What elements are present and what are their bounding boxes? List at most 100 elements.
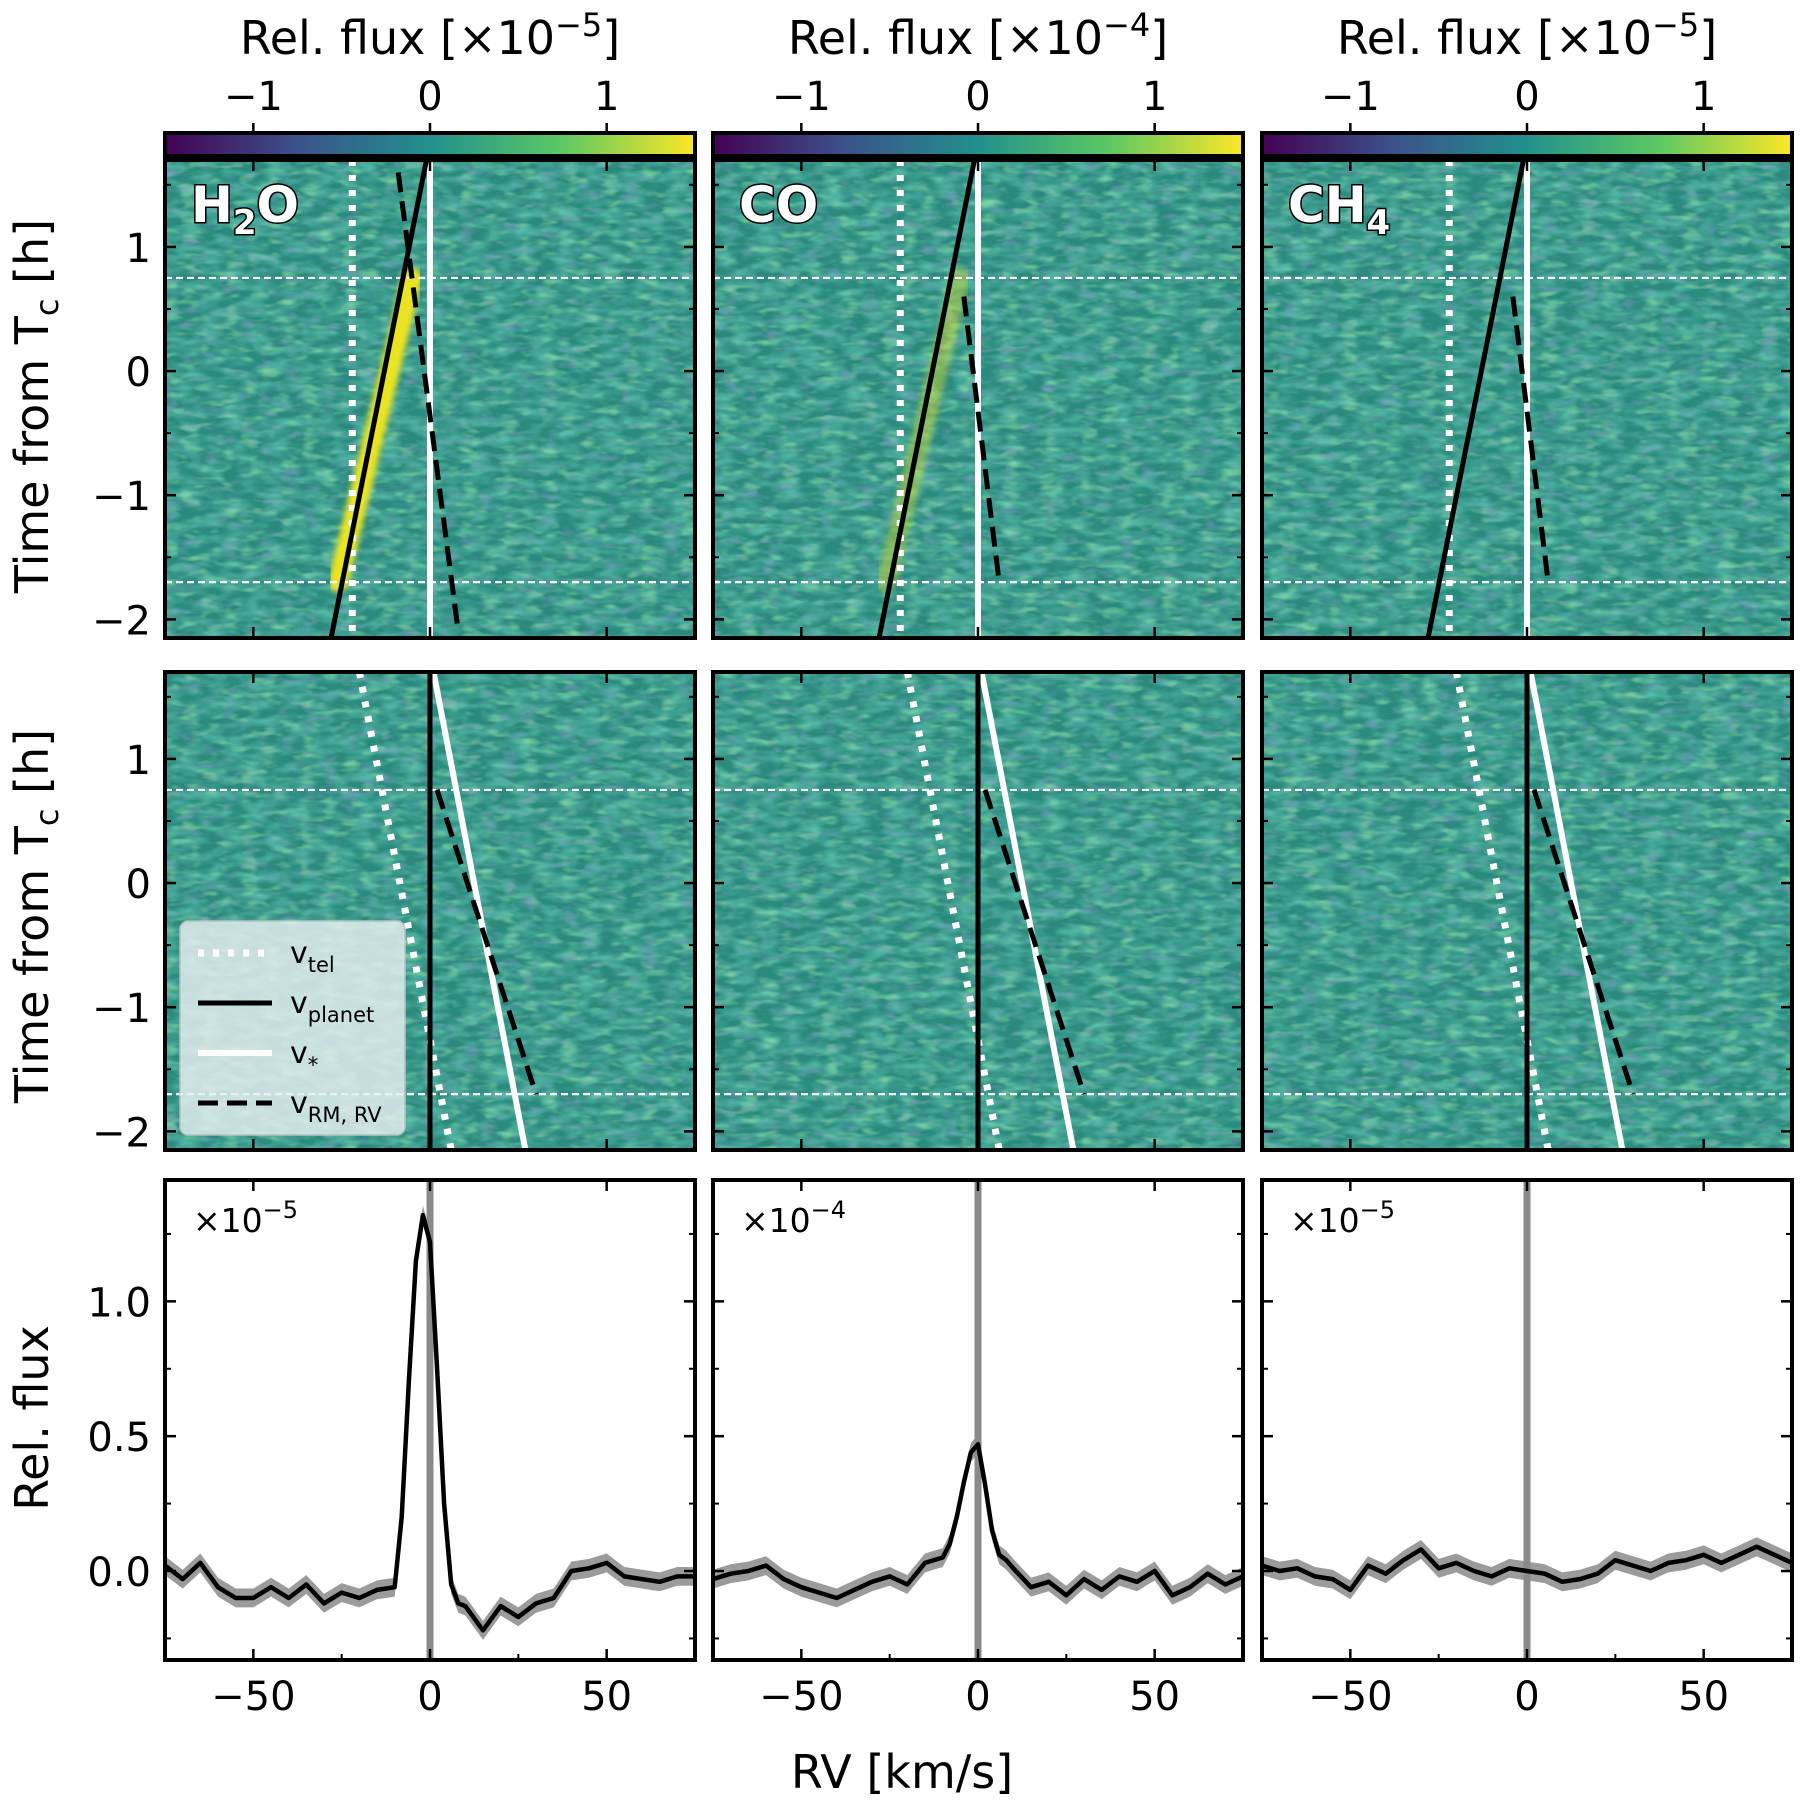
colorbar-tick-label: −1 [224, 74, 283, 120]
scale-label-main: ×10 [741, 1201, 811, 1240]
scale-label-exponent: −4 [811, 1196, 846, 1224]
colorbar-title-exponent: −5 [1652, 6, 1699, 44]
flux-axis-label: Rel. flux [5, 1325, 59, 1511]
colorbar-title: Rel. flux [×10−5] [1337, 6, 1717, 65]
time-label-main: Time from T [5, 315, 59, 594]
x-tick-label: −50 [759, 1674, 843, 1720]
colorbar-tick-label: −1 [1321, 74, 1380, 120]
colorbar-co: −1 0 1 [711, 74, 1245, 158]
flux-line [713, 1442, 1243, 1601]
species-label-main: CH [1288, 176, 1367, 234]
v-rm-rv-line [961, 296, 1002, 583]
legend-label-sub: planet [308, 1003, 375, 1027]
time-axis-label-top: Time from Tc [h] [5, 219, 66, 594]
panel-plot-area [1262, 1180, 1792, 1660]
colorbar-title-close: ] [602, 11, 620, 65]
colorbar-tick-label: 0 [965, 74, 990, 120]
x-tick-label: 0 [1514, 1674, 1539, 1720]
scale-label: ×10−4 [741, 1196, 846, 1240]
x-tick-label: 0 [417, 1674, 442, 1720]
scale-label: ×10−5 [1290, 1196, 1395, 1240]
legend-label-main: v [290, 1086, 308, 1121]
colorbar-title-close: ] [1150, 11, 1168, 65]
scale-label-main: ×10 [193, 1201, 263, 1240]
y-tick-label: 1 [126, 226, 151, 272]
colorbar-title-close: ] [1699, 11, 1717, 65]
colorbar-tick-label: −1 [772, 74, 831, 120]
colorbar-h2o: −1 0 1 [163, 74, 697, 158]
colorbar-tick-label: 0 [1514, 74, 1539, 120]
v-rm-rv-line [1531, 789, 1636, 1095]
v-tel-line [1452, 672, 1552, 1150]
v-rm-rv-line [395, 172, 461, 633]
colorbar-titles: Rel. flux [×10−5] Rel. flux [×10−4] Rel. f… [240, 6, 1717, 65]
scale-label-exponent: −5 [1360, 1196, 1395, 1224]
scale-label-main: ×10 [1290, 1201, 1360, 1240]
flux-line [1262, 1544, 1792, 1593]
v-planet-line [876, 160, 977, 638]
legend-box [179, 920, 406, 1136]
colorbar-title-exponent: −5 [555, 6, 602, 44]
legend-label-sub: * [308, 1053, 319, 1077]
scale-label-exponent: −5 [263, 1196, 298, 1224]
heatmap-panel-h2o: 1 0 −1 −2 H2O −1 0 1 [92, 74, 697, 644]
error-band [1262, 1537, 1792, 1600]
panel-plot-area [1262, 672, 1792, 1150]
species-label-main: CO [739, 176, 818, 234]
colorbar-ch4: −1 0 1 [1260, 74, 1794, 158]
time-label-unit: [h] [5, 729, 59, 809]
colorbar-tick-label: 1 [594, 74, 619, 120]
v-star-line [430, 672, 529, 1150]
legend-label-sub: tel [308, 953, 335, 977]
colorbar-title-main: Rel. flux [×10 [788, 11, 1103, 65]
y-tick-label: 1 [126, 738, 151, 784]
v-rm-rv-line [434, 789, 539, 1095]
heatmap-panel-co: CO −1 0 1 [711, 74, 1245, 640]
scale-label: ×10−5 [193, 1196, 298, 1240]
x-tick-label: −50 [1308, 1674, 1392, 1720]
legend-label-sub: RM, RV [308, 1103, 383, 1127]
v-star-line [1527, 672, 1626, 1150]
legend-label: vRM, RV [290, 1086, 382, 1127]
species-label-sub: 2 [233, 203, 257, 243]
legend-label-main: v [290, 986, 308, 1021]
v-rm-rv-line [982, 789, 1087, 1095]
y-tick-label: 1.0 [87, 1280, 151, 1326]
v-star-line [978, 672, 1077, 1150]
colorbar-title-main: Rel. flux [×10 [1337, 11, 1652, 65]
colorbar-gradient [1260, 131, 1794, 158]
panel-plot-area [713, 1180, 1243, 1660]
y-tick-label: −1 [92, 986, 151, 1032]
flux-line [165, 1212, 695, 1633]
y-tick-label: 0.5 [87, 1415, 151, 1461]
x-tick-label: −50 [211, 1674, 295, 1720]
species-label-sub: 4 [1367, 203, 1391, 243]
y-tick-label: 0.0 [87, 1550, 151, 1596]
colorbar-title: Rel. flux [×10−4] [788, 6, 1168, 65]
x-tick-label: 0 [965, 1674, 990, 1720]
y-tick-label: 0 [126, 862, 151, 908]
y-tick-label: −2 [92, 1110, 151, 1156]
panel-plot-area [713, 160, 1243, 638]
panel-plot-area [165, 160, 695, 638]
x-tick-label: 50 [1129, 1674, 1180, 1720]
x-tick-label: 50 [581, 1674, 632, 1720]
flux-panel-co: ×10−4 −50 0 50 [711, 1178, 1245, 1720]
flux-panel-h2o: ×10−5 0.0 0.5 1.0 −50 0 50 [87, 1178, 697, 1720]
v-planet-line [328, 160, 429, 638]
time-axis-label-middle: Time from Tc [h] [5, 729, 66, 1104]
v-planet-line [1425, 160, 1526, 638]
y-tick-label: −1 [92, 474, 151, 520]
colorbar-title: Rel. flux [×10−5] [240, 6, 620, 65]
time-label-unit: [h] [5, 219, 59, 299]
time-label-sub: c [28, 299, 66, 317]
heatmap-panel-ch4 [1260, 670, 1794, 1152]
species-label-h2o: H2O [191, 176, 299, 243]
error-band [165, 1205, 695, 1640]
colorbar-title-exponent: −4 [1103, 6, 1150, 44]
panel-plot-area [1262, 160, 1792, 638]
panel-plot-area [165, 1180, 695, 1660]
